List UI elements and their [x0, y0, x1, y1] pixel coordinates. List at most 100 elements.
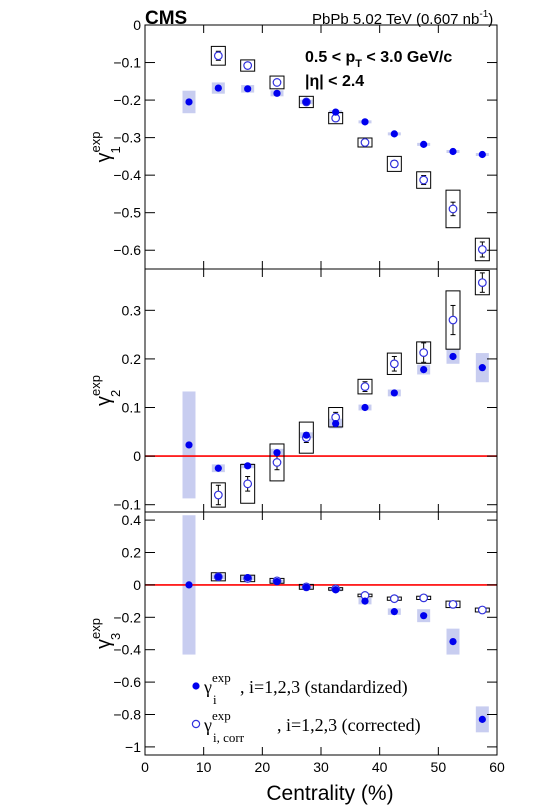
point-standardized [361, 118, 369, 126]
x-tick-label: 30 [313, 759, 329, 775]
syst-box-corrected [269, 75, 285, 90]
experiment-label: CMS [145, 8, 187, 29]
point-standardized [302, 431, 310, 439]
point-corrected [389, 159, 399, 169]
y-tick-label: 0.2 [122, 351, 142, 367]
y-tick-label: 0.3 [122, 302, 142, 318]
point-corrected [477, 605, 487, 615]
point-standardized [390, 389, 398, 397]
dataset-label: PbPb 5.02 TeV (0.607 nb-1) [312, 9, 493, 28]
point-standardized [420, 140, 428, 148]
x-tick-label: 20 [255, 759, 271, 775]
point-standardized [214, 464, 222, 472]
point-corrected [213, 51, 223, 61]
syst-box-corrected [357, 378, 373, 395]
point-standardized [244, 462, 252, 470]
y-axis-title: γexp 3 [88, 618, 123, 649]
syst-box-corrected [269, 443, 285, 482]
point-standardized [185, 581, 193, 589]
point-corrected [448, 204, 458, 214]
y-tick-label: 0.2 [122, 545, 142, 561]
point-standardized [244, 574, 252, 582]
point-standardized [478, 364, 486, 372]
point-standardized [478, 150, 486, 159]
point-standardized [420, 612, 428, 620]
y-tick-label: 0 [133, 577, 141, 593]
point-standardized [302, 583, 310, 591]
y-tick-label: 0.4 [122, 512, 142, 528]
syst-box-corrected [298, 95, 314, 109]
y-tick-label: −0.5 [113, 205, 141, 221]
point-standardized [185, 441, 193, 449]
eta-cut-label: |η| < 2.4 [305, 73, 364, 90]
y-tick-label: −0.2 [113, 92, 141, 108]
syst-box-corrected [386, 155, 402, 172]
point-corrected [389, 594, 399, 604]
point-standardized [273, 578, 281, 586]
y-tick-label: −0.2 [113, 609, 141, 625]
point-standardized [185, 98, 193, 106]
point-corrected [419, 593, 429, 603]
point-standardized [302, 98, 310, 106]
panel-gamma2: −0.1 0 0.1 0.2 0.3 γexp 2 [88, 268, 498, 513]
point-corrected [213, 490, 223, 500]
y-tick-label: −0.3 [113, 130, 141, 146]
syst-box-corrected [210, 482, 226, 508]
point-corrected [243, 61, 253, 70]
point-corrected [243, 479, 253, 489]
point-standardized [332, 586, 340, 594]
syst-box-corrected [416, 171, 432, 189]
y-tick-label: −0.6 [113, 674, 141, 690]
point-standardized [214, 573, 222, 581]
point-standardized [449, 147, 457, 156]
point-standardized [390, 130, 398, 138]
legend-standardized-label: γexp i, i=1,2,3 (standardized) [203, 670, 408, 707]
x-tick-label: 60 [489, 759, 505, 775]
panel-frame [144, 268, 498, 513]
pt-cut-label: 0.5 < pT < 3.0 GeV/c [305, 49, 452, 70]
point-standardized [273, 89, 281, 97]
y-tick-label: −0.4 [113, 167, 141, 183]
panel-gamma3: 0.4 0.2 0 −0.2 −0.4 −0.6 −0.8 −1 γexp 3 0 10 20 30 40 5… [88, 511, 505, 775]
syst-box-corrected [210, 45, 226, 66]
point-standardized [449, 638, 457, 646]
point-corrected [477, 278, 487, 288]
point-corrected [331, 412, 341, 422]
x-tick-label: 50 [431, 759, 447, 775]
y-tick-label: 0.1 [122, 400, 142, 416]
y-tick-label: −0.8 [113, 707, 141, 723]
syst-box-corrected [445, 189, 461, 229]
point-corrected [389, 359, 399, 369]
point-corrected [360, 138, 370, 147]
y-axis-title: γexp 1 [88, 132, 123, 163]
y-tick-label: −0.1 [113, 55, 141, 71]
point-standardized [478, 715, 486, 723]
y-axis-title: γexp 2 [88, 375, 123, 406]
point-corrected [448, 599, 458, 609]
legend-standardized-marker [192, 682, 200, 690]
syst-box-corrected [386, 352, 402, 375]
y-tick-label: −0.1 [113, 497, 141, 513]
point-corrected [419, 175, 429, 185]
syst-box-corrected [416, 341, 432, 364]
x-axis-title: Centrality (%) [266, 782, 393, 805]
legend: γexp i, i=1,2,3 (standardized) γexp i, cor… [191, 670, 421, 745]
legend-corrected-label: γexp i, corr, i=1,2,3 (corrected) [203, 708, 421, 745]
y-tick-label: 0 [133, 448, 141, 464]
point-standardized [273, 449, 281, 457]
point-standardized [449, 352, 457, 361]
point-corrected [272, 78, 282, 87]
point-standardized [390, 608, 398, 616]
y-tick-label: −0.6 [113, 242, 141, 258]
x-tick-label: 10 [196, 759, 212, 775]
point-corrected [360, 382, 370, 392]
point-corrected [477, 245, 487, 254]
point-standardized [244, 85, 252, 93]
point-standardized [332, 108, 340, 116]
point-corrected [419, 348, 429, 357]
x-tick-label: 0 [141, 759, 149, 775]
syst-box-corrected [474, 237, 490, 262]
point-standardized [214, 84, 222, 92]
point-standardized [361, 597, 369, 605]
